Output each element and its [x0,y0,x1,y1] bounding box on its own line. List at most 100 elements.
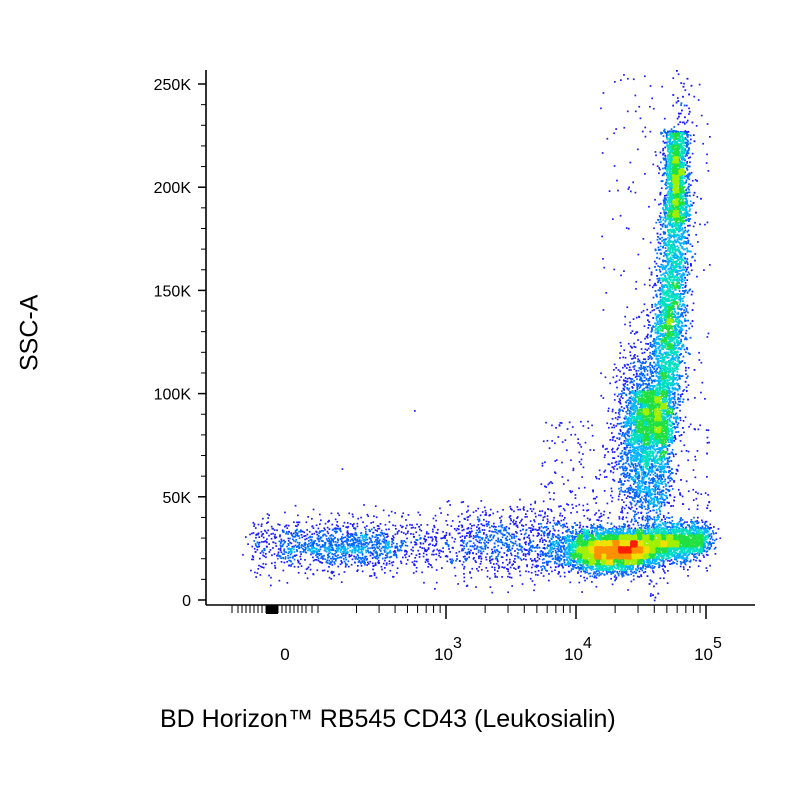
event-dot [638,477,640,479]
event-dot [693,499,695,501]
event-dot [400,525,402,527]
event-dot [682,503,684,505]
event-dot [666,162,668,164]
event-dot [413,563,415,565]
event-dot [549,522,551,524]
event-dot [259,542,261,544]
event-dot [527,553,529,555]
event-dot [530,520,532,522]
event-dot [674,496,676,498]
event-dot [360,517,362,519]
event-dot [643,310,645,312]
event-dot [592,490,594,492]
event-dot [684,563,686,565]
event-dot [671,468,673,470]
event-dot [646,349,648,351]
event-dot [566,449,568,451]
event-dot [688,153,690,155]
event-dot [438,555,440,557]
event-dot [502,524,504,526]
event-dot [572,507,574,509]
event-dot [624,386,626,388]
event-dot [686,243,688,245]
event-dot [619,493,621,495]
event-dot [558,564,560,566]
event-dot [545,553,547,555]
event-dot [352,540,354,542]
event-dot [625,455,627,457]
event-dot [333,561,335,563]
event-dot [651,272,653,274]
event-dot [638,480,640,482]
event-dot [333,575,335,577]
event-dot [528,527,530,529]
event-dot [357,554,359,556]
event-dot [367,548,369,550]
event-dot [458,516,460,518]
event-dot [362,571,364,573]
event-dot [378,542,380,544]
event-dot [701,362,703,364]
event-dot [365,542,367,544]
event-dot [280,557,282,559]
event-dot [507,545,509,547]
event-dot [684,123,686,125]
event-dot [591,425,593,427]
event-dot [562,543,564,545]
event-dot [479,536,481,538]
event-dot [428,544,430,546]
event-dot [412,547,414,549]
event-dot [485,548,487,550]
event-dot [298,544,300,546]
event-dot [667,560,669,562]
event-dot [656,512,658,514]
event-dot [686,450,688,452]
event-dot [375,544,377,546]
event-dot [515,541,517,543]
event-dot [683,86,685,88]
event-dot [621,426,623,428]
event-dot [270,533,272,535]
event-dot [696,180,698,182]
event-dot [434,545,436,547]
event-dot [514,561,516,563]
event-dot [587,503,589,505]
event-dot [677,426,679,428]
event-dot [630,332,632,334]
event-dot [633,383,635,385]
event-dot [300,558,302,560]
event-dot [619,400,621,402]
event-dot [504,552,506,554]
event-dot [444,537,446,539]
event-dot [651,346,653,348]
event-dot [251,533,253,535]
event-dot [469,534,471,536]
event-dot [674,405,676,407]
event-dot [664,195,666,197]
event-dot [376,530,378,532]
event-dot [549,447,551,449]
event-dot [530,558,532,560]
event-dot [583,467,585,469]
event-dot [686,189,688,191]
event-dot [494,567,496,569]
event-dot [579,524,581,526]
event-dot [487,547,489,549]
event-dot [700,198,702,200]
event-dot [575,494,577,496]
event-dot [613,377,615,379]
event-dot [616,437,618,439]
event-dot [681,314,683,316]
event-dot [570,570,572,572]
event-dot [689,289,691,291]
event-dot [581,459,583,461]
event-dot [540,551,542,553]
event-dot [649,268,651,270]
event-dot [596,586,598,588]
event-dot [464,537,466,539]
event-dot [618,460,620,462]
event-dot [517,506,519,508]
event-dot [676,563,678,565]
event-dot [640,386,642,388]
